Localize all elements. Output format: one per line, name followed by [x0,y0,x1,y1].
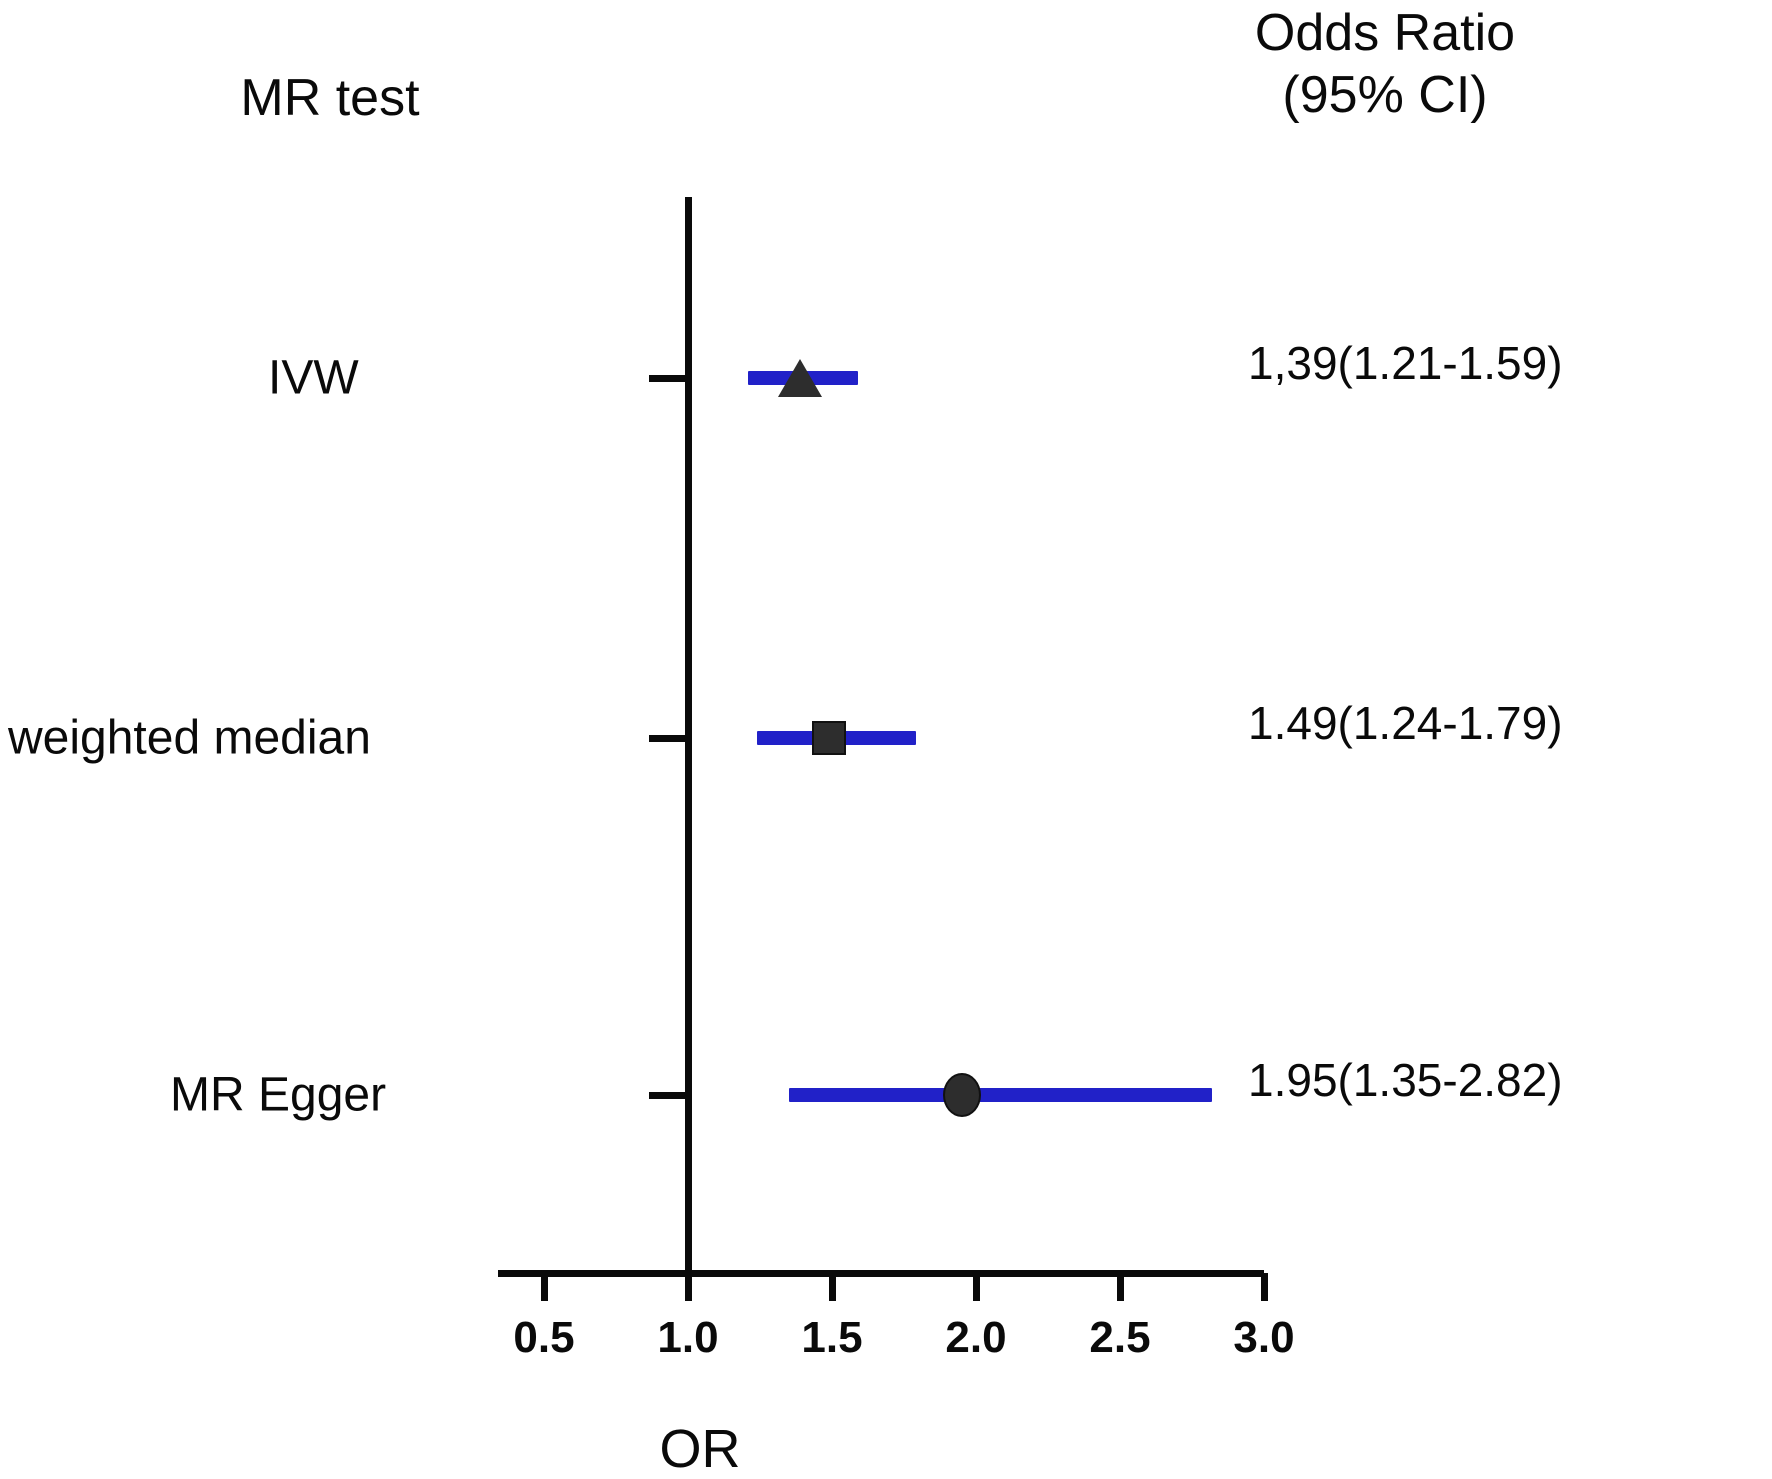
x-axis-tick [972,1273,980,1301]
point-marker-square [812,721,847,755]
x-axis-tick [1116,1273,1124,1301]
x-axis-tick-label: 3.0 [1233,1313,1295,1362]
row-tick [648,1091,685,1099]
x-axis-line [498,1269,1264,1277]
right-column-header: Odds Ratio (95% CI) [1200,2,1570,126]
x-axis-tick [1260,1273,1268,1301]
row-label-ivw: IVW [268,351,359,405]
x-axis-tick-label: 2.0 [945,1313,1007,1362]
point-marker-circle [942,1073,981,1117]
row-label-mr-egger: MR Egger [170,1068,387,1122]
x-axis-title: OR [659,1419,741,1479]
x-axis-tick [828,1273,836,1301]
right-column-header-line1: Odds Ratio [1254,4,1516,62]
row-value-weighted-median: 1.49(1.24-1.79) [1248,697,1563,749]
row-tick [648,374,685,382]
x-axis-tick [540,1273,548,1301]
row-tick [648,734,685,742]
x-axis-tick [684,1273,692,1301]
x-axis-tick-label: 0.5 [513,1313,575,1362]
point-marker-triangle [778,359,823,397]
row-value-mr-egger: 1.95(1.35-2.82) [1248,1054,1563,1106]
reference-line [684,197,692,1273]
left-column-header: MR test [240,69,420,127]
x-axis-tick-label: 1.0 [657,1313,719,1362]
ci-bar-mr-egger [788,1088,1213,1102]
x-axis-tick-label: 2.5 [1089,1313,1151,1362]
right-column-header-line2: (95% CI) [1282,66,1488,124]
row-value-ivw: 1,39(1.21-1.59) [1248,337,1563,389]
row-label-weighted-median: weighted median [8,711,371,765]
x-axis-tick-label: 1.5 [801,1313,863,1362]
